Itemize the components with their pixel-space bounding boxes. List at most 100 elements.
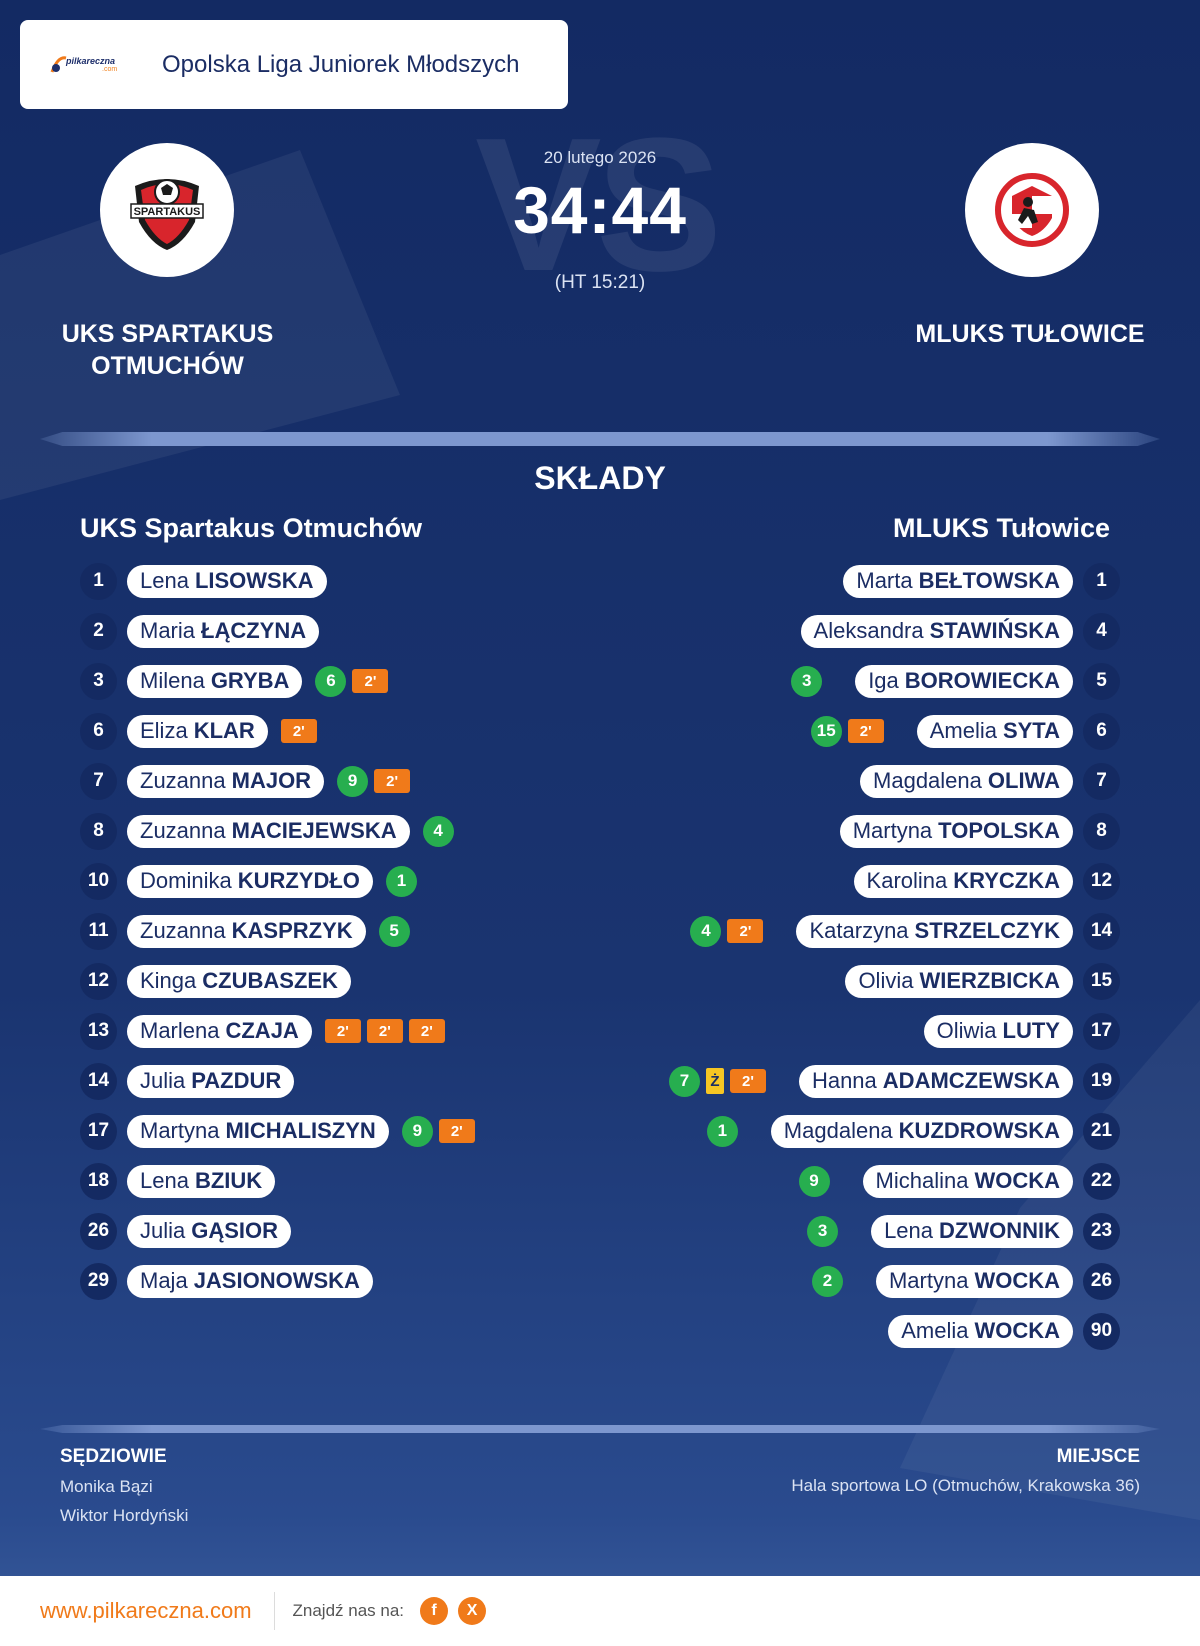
- player-name[interactable]: Zuzanna MACIEJEWSKA: [127, 814, 410, 848]
- player-name[interactable]: Martyna MICHALISZYN: [127, 1114, 389, 1148]
- player-name[interactable]: Amelia SYTA: [916, 714, 1073, 748]
- player-first-name: Zuzanna: [140, 818, 226, 843]
- player-number: 10: [80, 862, 117, 900]
- player-last-name: KLAR: [193, 718, 255, 743]
- player-name[interactable]: Maja JASIONOWSKA: [127, 1264, 373, 1298]
- player-first-name: Marta: [856, 568, 913, 593]
- player-last-name: MAJOR: [231, 768, 312, 793]
- player-last-name: CZUBASZEK: [202, 968, 338, 993]
- website-link[interactable]: www.pilkareczna.com: [40, 1598, 252, 1623]
- player-number: 22: [1083, 1162, 1120, 1200]
- player-name[interactable]: Zuzanna KASPRZYK: [127, 914, 366, 948]
- player-name[interactable]: Karolina KRYCZKA: [853, 864, 1073, 898]
- player-number: 90: [1083, 1312, 1120, 1350]
- player-row: 2 Maria ŁĄCZYNA: [80, 606, 640, 656]
- goals-badge: 1: [385, 865, 417, 897]
- player-name[interactable]: Olivia WIERZBICKA: [845, 964, 1073, 998]
- player-name[interactable]: Oliwia LUTY: [923, 1014, 1073, 1048]
- player-name[interactable]: Iga BOROWIECKA: [855, 664, 1073, 698]
- goals-badge: 7: [668, 1065, 700, 1097]
- player-number: 12: [80, 962, 117, 1000]
- player-name[interactable]: Lena BZIUK: [127, 1164, 276, 1198]
- player-number: 17: [80, 1112, 117, 1150]
- player-first-name: Martyna: [140, 1118, 220, 1143]
- player-number: 26: [1083, 1262, 1120, 1300]
- player-number: 5: [1083, 662, 1120, 700]
- player-last-name: SYTA: [1002, 718, 1060, 743]
- player-first-name: Julia: [140, 1218, 186, 1243]
- player-name[interactable]: Marlena CZAJA: [127, 1014, 312, 1048]
- divider: [40, 1425, 1160, 1433]
- player-events: 2: [809, 1265, 846, 1297]
- player-first-name: Aleksandra: [813, 618, 924, 643]
- player-row: 10 Dominika KURZYDŁO 1: [80, 856, 640, 906]
- player-first-name: Lena: [140, 568, 189, 593]
- player-last-name: TOPOLSKA: [938, 818, 1060, 843]
- player-name[interactable]: Eliza KLAR: [127, 714, 268, 748]
- player-first-name: Julia: [140, 1068, 186, 1093]
- player-events: 2': [278, 719, 320, 743]
- player-last-name: KURZYDŁO: [237, 868, 360, 893]
- player-events: 1: [383, 865, 420, 897]
- player-number: 14: [80, 1062, 117, 1100]
- pilkareczna-logo[interactable]: pilkareczna .com: [50, 50, 140, 80]
- player-events: 6 2': [312, 665, 391, 697]
- player-name[interactable]: Julia GĄSIOR: [127, 1214, 292, 1248]
- player-name[interactable]: Milena GRYBA: [127, 664, 303, 698]
- player-name[interactable]: Hanna ADAMCZEWSKA: [798, 1064, 1073, 1098]
- player-row: 12 Kinga CZUBASZEK: [80, 956, 640, 1006]
- ball-icon: [50, 55, 67, 73]
- x-icon[interactable]: X: [458, 1597, 487, 1625]
- player-events: 3: [804, 1215, 841, 1247]
- player-last-name: BEŁTOWSKA: [918, 568, 1060, 593]
- player-name[interactable]: Magdalena OLIWA: [860, 764, 1073, 798]
- away-team-crest[interactable]: [965, 143, 1099, 277]
- venue-label: MIEJSCE: [1056, 1446, 1140, 1467]
- player-first-name: Zuzanna: [140, 918, 226, 943]
- player-name[interactable]: Martyna WOCKA: [875, 1264, 1073, 1298]
- facebook-icon[interactable]: f: [420, 1597, 449, 1625]
- crest-text: SPARTAKUS: [134, 206, 201, 218]
- player-events: 3: [788, 665, 825, 697]
- player-number: 7: [1083, 762, 1120, 800]
- player-name[interactable]: Lena DZWONNIK: [871, 1214, 1073, 1248]
- away-roster: Marta BEŁTOWSKA 1 Aleksandra STAWIŃSKA 4 3 Iga B…: [560, 556, 1120, 1356]
- player-last-name: KRYCZKA: [953, 868, 1060, 893]
- player-name[interactable]: Martyna TOPOLSKA: [839, 814, 1073, 848]
- player-first-name: Olivia: [858, 968, 914, 993]
- player-first-name: Michalina: [875, 1168, 969, 1193]
- suspension-badge: 2': [727, 919, 764, 943]
- player-name[interactable]: Zuzanna MAJOR: [127, 764, 325, 798]
- player-events: 7 Ż 2': [666, 1065, 769, 1097]
- player-last-name: STAWIŃSKA: [929, 618, 1060, 643]
- player-last-name: GĄSIOR: [191, 1218, 279, 1243]
- home-team-crest[interactable]: SPARTAKUS: [100, 143, 234, 277]
- player-row: 7 Ż 2' Hanna ADAMCZEWSKA 19: [560, 1056, 1120, 1106]
- player-row: Aleksandra STAWIŃSKA 4: [560, 606, 1120, 656]
- player-name[interactable]: Julia PAZDUR: [127, 1064, 295, 1098]
- league-name: Opolska Liga Juniorek Młodszych: [162, 50, 520, 78]
- player-events: 1: [704, 1115, 741, 1147]
- player-name[interactable]: Kinga CZUBASZEK: [127, 964, 351, 998]
- player-name[interactable]: Lena LISOWSKA: [127, 564, 327, 598]
- player-name[interactable]: Michalina WOCKA: [862, 1164, 1073, 1198]
- player-row: 8 Zuzanna MACIEJEWSKA 4: [80, 806, 640, 856]
- player-name[interactable]: Aleksandra STAWIŃSKA: [800, 614, 1073, 648]
- league-header: pilkareczna .com Opolska Liga Juniorek M…: [20, 20, 568, 109]
- player-name[interactable]: Magdalena KUZDROWSKA: [770, 1114, 1073, 1148]
- player-row: Martyna TOPOLSKA 8: [560, 806, 1120, 856]
- player-last-name: OLIWA: [987, 768, 1060, 793]
- player-name[interactable]: Katarzyna STRZELCZYK: [796, 914, 1073, 948]
- player-number: 6: [1083, 712, 1120, 750]
- player-last-name: BZIUK: [194, 1168, 263, 1193]
- player-name[interactable]: Marta BEŁTOWSKA: [843, 564, 1073, 598]
- goals-badge: 9: [798, 1165, 830, 1197]
- player-name[interactable]: Amelia WOCKA: [888, 1314, 1073, 1348]
- player-row: Oliwia LUTY 17: [560, 1006, 1120, 1056]
- player-name[interactable]: Maria ŁĄCZYNA: [127, 614, 320, 648]
- player-last-name: KUZDROWSKA: [898, 1118, 1060, 1143]
- player-last-name: LISOWSKA: [194, 568, 314, 593]
- player-name[interactable]: Dominika KURZYDŁO: [127, 864, 373, 898]
- player-row: Magdalena OLIWA 7: [560, 756, 1120, 806]
- player-row: Marta BEŁTOWSKA 1: [560, 556, 1120, 606]
